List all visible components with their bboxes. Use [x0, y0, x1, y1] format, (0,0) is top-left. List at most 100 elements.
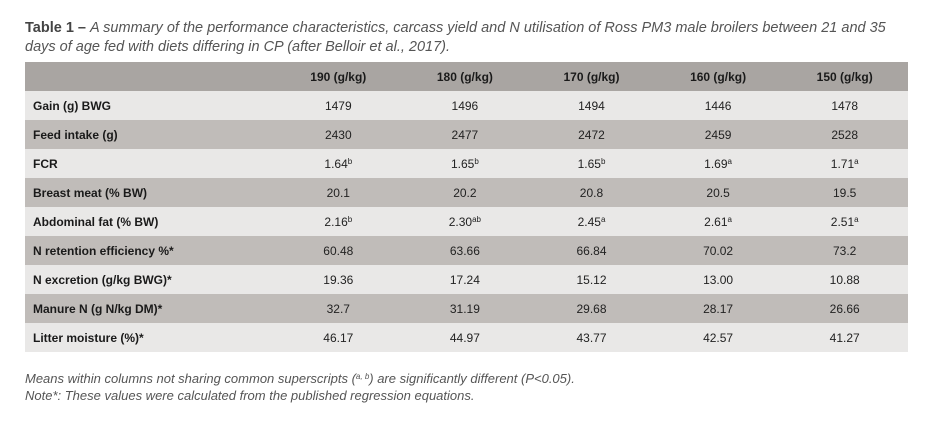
row-label: FCR: [33, 156, 58, 171]
table-cell: 19.5: [781, 178, 908, 207]
table-cell: 1.69a: [655, 149, 782, 178]
cell-value: 29.68: [576, 301, 607, 316]
table-cell: 13.00: [655, 265, 782, 294]
table-cell: 66.84: [528, 236, 655, 265]
cell-value: 73.2: [833, 243, 857, 258]
table-cell: 32.7: [275, 294, 402, 323]
table-cell: 1.71a: [781, 149, 908, 178]
column-header: 190 (g/kg): [310, 69, 367, 84]
cell-superscript: a: [854, 156, 859, 166]
table-row: Litter moisture (%)* 46.17 44.97 43.77 42.57…: [25, 323, 908, 352]
footnote-note: Note*: These values were calculated from…: [25, 388, 475, 403]
cell-value: 1496: [451, 98, 479, 113]
caption-label: Table 1 –: [25, 20, 86, 36]
cell-value: 2477: [451, 127, 479, 142]
table-cell: 42.57: [655, 323, 782, 352]
cell-value: 15.12: [576, 272, 607, 287]
row-label: Litter moisture (%)*: [33, 330, 144, 345]
table-cell: 2.45a: [528, 207, 655, 236]
cell-superscript: a: [854, 214, 859, 224]
cell-value: 66.84: [576, 243, 607, 258]
table-cell: 26.66: [781, 294, 908, 323]
column-header: 170 (g/kg): [563, 69, 620, 84]
cell-value: 1.69: [704, 156, 728, 171]
table-cell: 60.48: [275, 236, 402, 265]
table-cell: 15.12: [528, 265, 655, 294]
table-cell: 17.24: [402, 265, 529, 294]
table-row: Feed intake (g) 2430 2477 2472 2459 2528: [25, 120, 908, 149]
table-cell: 1496: [402, 91, 529, 120]
cell-value: 1478: [831, 98, 859, 113]
cell-value: 20.1: [326, 185, 350, 200]
table-row: FCR 1.64b 1.65b 1.65b 1.69a 1.71a: [25, 149, 908, 178]
cell-value: 13.00: [703, 272, 734, 287]
footnote-superscript: a, b: [355, 372, 370, 381]
table-row: Breast meat (% BW) 20.1 20.2 20.8 20.5 19.5: [25, 178, 908, 207]
table-row: Abdominal fat (% BW) 2.16b 2.30ab 2.45a 2.61…: [25, 207, 908, 236]
cell-value: 1446: [704, 98, 732, 113]
cell-value: 2.30: [448, 214, 473, 229]
cell-value: 2528: [831, 127, 859, 142]
table-cell: 2.30ab: [402, 207, 529, 236]
table-cell: 2477: [402, 120, 529, 149]
table-cell: 1479: [275, 91, 402, 120]
cell-value: 19.5: [833, 185, 857, 200]
table-header-row: 190 (g/kg) 180 (g/kg) 170 (g/kg) 160 (g/…: [25, 62, 908, 91]
table-body: Gain (g) BWG 1479 1496 1494 1446 1478 Feed int…: [25, 91, 908, 352]
column-header: 160 (g/kg): [690, 69, 747, 84]
row-label: N retention efficiency %*: [33, 243, 174, 258]
row-label: Gain (g) BWG: [33, 98, 111, 113]
cell-superscript: a: [727, 156, 732, 166]
table-row: Gain (g) BWG 1479 1496 1494 1446 1478: [25, 91, 908, 120]
cell-value: 1479: [324, 98, 352, 113]
header-corner: [25, 62, 275, 91]
table-cell: 31.19: [402, 294, 529, 323]
table-row: N excretion (g/kg BWG)* 19.36 17.24 15.12 13…: [25, 265, 908, 294]
table-cell: 19.36: [275, 265, 402, 294]
row-label: Manure N (g N/kg DM)*: [33, 301, 163, 316]
table-cell: 43.77: [528, 323, 655, 352]
table-row: Manure N (g N/kg DM)* 32.7 31.19 29.68 28.17…: [25, 294, 908, 323]
cell-superscript: a: [600, 214, 606, 224]
table-cell: 1.64b: [275, 149, 402, 178]
cell-value: 19.36: [323, 272, 354, 287]
table-cell: 2459: [655, 120, 782, 149]
cell-value: 1.71: [830, 156, 855, 171]
table-cell: 20.8: [528, 178, 655, 207]
cell-value: 28.17: [703, 301, 734, 316]
cell-value: 44.97: [449, 330, 480, 345]
table-row: N retention efficiency %* 60.48 63.66 66.84…: [25, 236, 908, 265]
table-cell: 1478: [781, 91, 908, 120]
cell-value: 2.51: [830, 214, 855, 229]
table-cell: 10.88: [781, 265, 908, 294]
footnote-significance: Means within columns not sharing common …: [25, 370, 905, 387]
cell-value: 70.02: [703, 243, 734, 258]
table-cell: 20.2: [402, 178, 529, 207]
cell-value: 2.16: [324, 214, 348, 229]
cell-value: 1.65: [450, 156, 475, 171]
cell-superscript: b: [600, 156, 606, 166]
cell-value: 42.57: [703, 330, 734, 345]
table-cell: 46.17: [275, 323, 402, 352]
table-cell: 1494: [528, 91, 655, 120]
cell-value: 2430: [324, 127, 352, 142]
caption-text: A summary of the performance characteris…: [25, 20, 886, 55]
cell-value: 20.8: [579, 185, 604, 200]
cell-value: 63.66: [449, 243, 480, 258]
data-table: 190 (g/kg) 180 (g/kg) 170 (g/kg) 160 (g/…: [25, 62, 908, 352]
column-header: 150 (g/kg): [816, 69, 873, 84]
cell-value: 46.17: [323, 330, 354, 345]
table-cell: 29.68: [528, 294, 655, 323]
table-cell: 2528: [781, 120, 908, 149]
cell-value: 1494: [578, 98, 605, 113]
footnote-text: ) are significantly different (P<0.05).: [369, 371, 575, 386]
table-cell: 2472: [528, 120, 655, 149]
table-caption: Table 1 – A summary of the performance c…: [25, 19, 905, 57]
column-header: 180 (g/kg): [436, 69, 493, 84]
cell-value: 10.88: [829, 272, 860, 287]
cell-value: 1.65: [577, 156, 601, 171]
table-cell: 63.66: [402, 236, 529, 265]
table-cell: 70.02: [655, 236, 782, 265]
cell-value: 20.2: [453, 185, 477, 200]
table-cell: 73.2: [781, 236, 908, 265]
